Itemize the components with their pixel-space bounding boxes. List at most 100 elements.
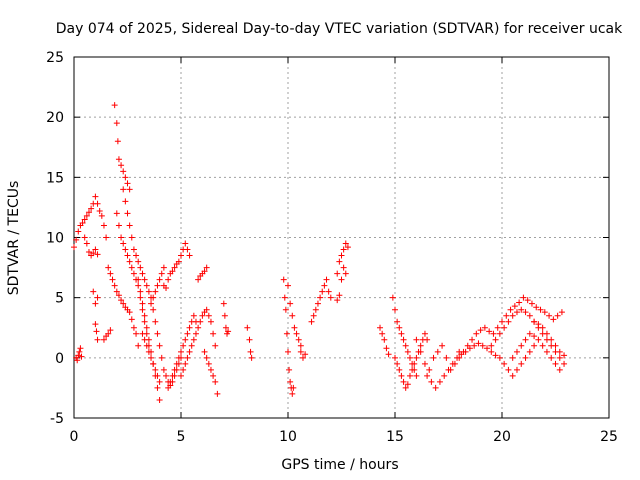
series-arc-g xyxy=(105,264,142,349)
data-point xyxy=(513,309,520,316)
data-point xyxy=(152,366,159,373)
data-point xyxy=(92,300,99,307)
data-point xyxy=(115,222,122,229)
data-point xyxy=(434,348,441,355)
data-point xyxy=(156,276,163,283)
data-point xyxy=(558,309,565,316)
data-point xyxy=(109,276,116,283)
data-point xyxy=(475,340,482,347)
data-point xyxy=(118,162,125,169)
data-point xyxy=(537,306,544,313)
series-arc-y xyxy=(334,264,349,304)
data-point xyxy=(122,246,129,253)
data-point xyxy=(83,212,90,219)
data-point xyxy=(295,336,302,343)
data-point xyxy=(556,366,563,373)
data-point xyxy=(409,366,416,373)
data-point xyxy=(526,330,533,337)
data-point xyxy=(94,336,101,343)
data-point xyxy=(402,384,409,391)
data-point xyxy=(154,282,161,289)
data-point xyxy=(377,324,384,331)
data-point xyxy=(184,246,191,253)
data-point xyxy=(212,342,219,349)
data-point xyxy=(120,186,127,193)
data-point xyxy=(507,306,514,313)
data-point xyxy=(167,378,174,385)
y-tick-label: 25 xyxy=(46,50,64,66)
data-point xyxy=(299,354,306,361)
data-point xyxy=(426,366,433,373)
data-point xyxy=(135,276,142,283)
data-point xyxy=(526,348,533,355)
data-point xyxy=(456,354,463,361)
x-tick-label: 25 xyxy=(600,429,618,445)
data-point xyxy=(71,244,77,251)
data-point xyxy=(321,282,328,289)
data-point xyxy=(342,270,349,277)
series-arc-ad xyxy=(413,336,463,373)
data-point xyxy=(201,268,208,275)
data-point xyxy=(207,318,214,325)
data-point xyxy=(280,276,287,283)
data-point xyxy=(424,336,431,343)
data-point xyxy=(81,216,88,223)
data-point xyxy=(207,366,214,373)
x-tick-label: 10 xyxy=(279,429,297,445)
data-point xyxy=(182,336,189,343)
data-point xyxy=(141,336,148,343)
data-point xyxy=(73,236,80,243)
data-point xyxy=(203,264,210,271)
data-point xyxy=(501,324,508,331)
data-point xyxy=(118,234,125,241)
data-point xyxy=(92,321,99,328)
data-point xyxy=(285,348,291,355)
series-arc-h xyxy=(111,102,133,193)
data-point xyxy=(150,360,157,367)
data-point xyxy=(383,345,390,352)
data-point xyxy=(496,354,503,361)
data-point xyxy=(479,342,486,349)
data-point xyxy=(518,342,525,349)
data-point xyxy=(178,372,184,379)
y-tick-label: 0 xyxy=(55,351,64,367)
data-point xyxy=(115,292,122,299)
data-point xyxy=(522,336,529,343)
data-point xyxy=(113,120,120,127)
data-point xyxy=(105,330,112,337)
data-point xyxy=(120,168,127,175)
data-point xyxy=(169,268,176,275)
series-arc-ae xyxy=(424,340,538,391)
data-point xyxy=(282,306,289,313)
data-point xyxy=(141,318,148,325)
data-point xyxy=(184,354,191,361)
data-point xyxy=(499,318,505,325)
data-point xyxy=(518,360,525,367)
data-point xyxy=(143,282,150,289)
data-point xyxy=(430,354,437,361)
data-point xyxy=(283,330,290,337)
data-point xyxy=(477,327,484,334)
data-point xyxy=(340,264,347,271)
data-point xyxy=(143,342,150,349)
data-point xyxy=(184,330,191,337)
data-point xyxy=(342,240,349,247)
data-point xyxy=(394,318,401,325)
data-point xyxy=(111,102,118,109)
data-point xyxy=(396,366,403,373)
data-point xyxy=(113,210,120,217)
data-point xyxy=(421,330,428,337)
data-point xyxy=(505,366,512,373)
data-point xyxy=(165,384,172,391)
data-point xyxy=(424,372,431,379)
data-point xyxy=(449,360,456,367)
x-tick-label: 15 xyxy=(386,429,404,445)
data-point xyxy=(220,300,227,307)
data-point xyxy=(145,348,152,355)
data-point xyxy=(120,300,127,307)
data-point xyxy=(398,372,405,379)
series-arc-t xyxy=(244,324,255,361)
data-point xyxy=(199,312,206,319)
data-point xyxy=(128,264,135,271)
data-point xyxy=(556,348,563,355)
